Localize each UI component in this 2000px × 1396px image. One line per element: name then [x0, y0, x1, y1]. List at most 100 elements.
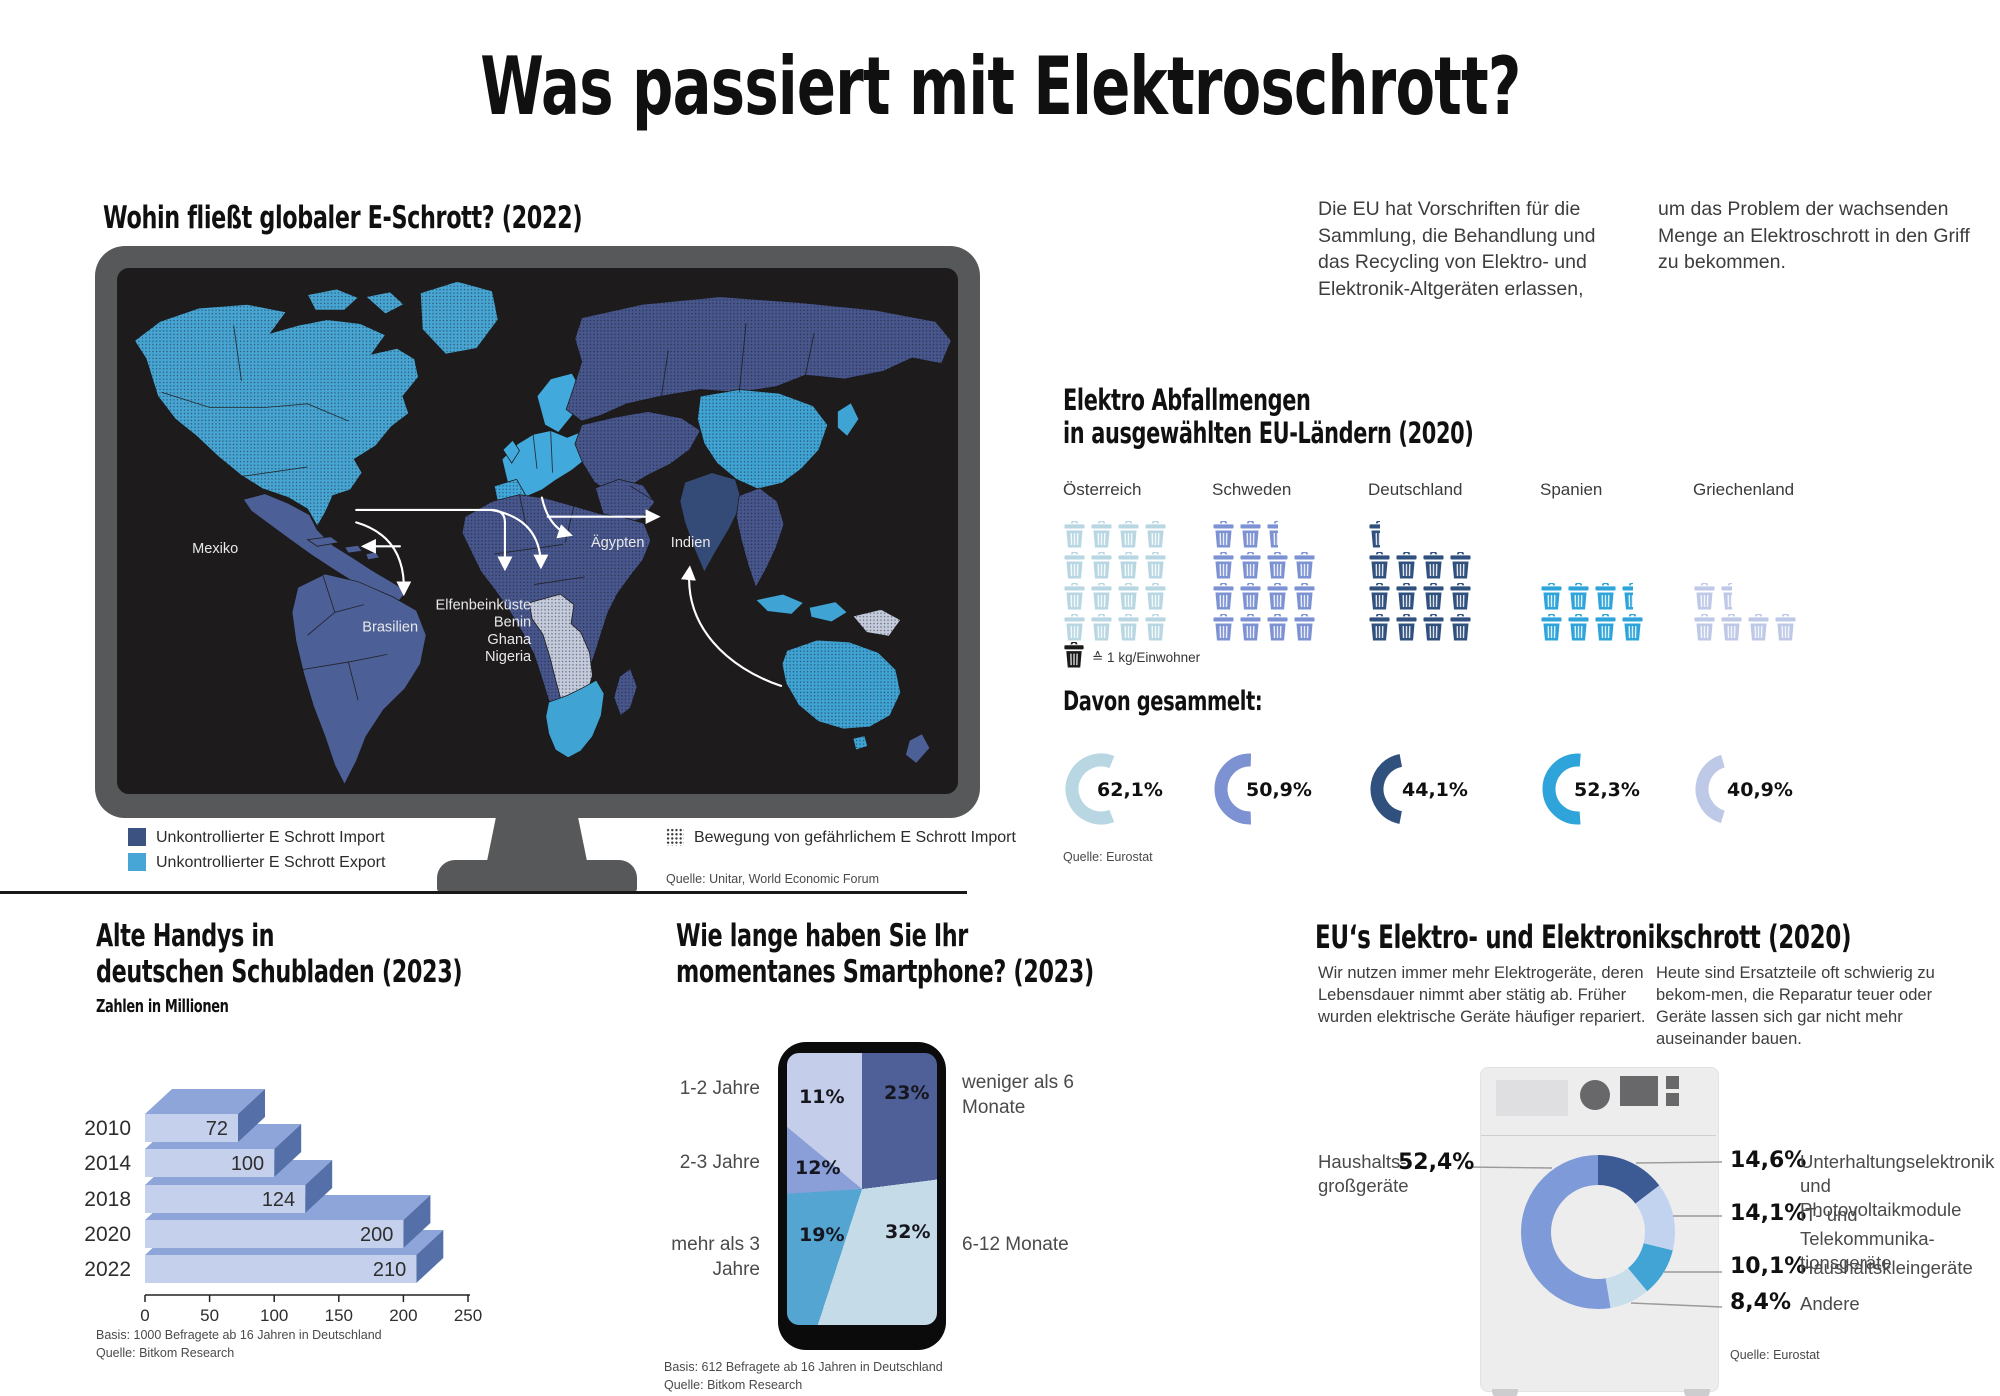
country-label: Schweden: [1212, 480, 1292, 499]
trash-bin-icon: [1369, 521, 1380, 548]
pie-pct-label: 23%: [884, 1082, 930, 1104]
collected-donut: 52,3%: [1540, 751, 1660, 827]
bin-column: [1063, 518, 1179, 645]
trash-bin-icon: [1568, 613, 1589, 641]
pie-label-weniger-6: weniger als 6 Monate: [962, 1072, 1074, 1118]
monitor-stand-neck: [486, 816, 588, 866]
import-legend-swatch: [128, 828, 146, 846]
donut-pct-14-1: 14,1%: [1730, 1201, 1807, 1226]
bar-value-label: 72: [206, 1118, 228, 1140]
trash-bin-icon: [1267, 582, 1288, 610]
axis-tick-label: 100: [260, 1306, 288, 1325]
flow-arrow: [490, 508, 549, 570]
bar-year-label: 2018: [84, 1188, 131, 1211]
hazard-legend-label: Bewegung von gefährlichem E Schrott Impo…: [694, 829, 1016, 846]
map-region: [365, 551, 381, 561]
smartphone-heading-line1: Wie lange haben Sie Ihr: [676, 918, 968, 954]
trash-bin-icon: [1213, 551, 1234, 579]
eu-donut-chart: [1521, 1155, 1675, 1309]
trash-bin-icon: [1396, 551, 1417, 579]
trash-bin-icon: [1423, 551, 1444, 579]
donut-pct-52-4: 52,4%: [1398, 1150, 1475, 1175]
trash-bin-icon: [1213, 520, 1234, 548]
map-region: [306, 536, 340, 547]
trash-bin-icon: [1091, 582, 1112, 610]
map-region: [837, 402, 860, 437]
country-label: Griechenland: [1693, 480, 1795, 499]
intro-col2: um das Problem der wachsenden Menge an E…: [1658, 198, 1970, 273]
collected-pct-label: 52,3%: [1574, 779, 1640, 801]
handys-source: Quelle: Bitkom Research: [96, 1346, 235, 1360]
flow-arrow: [355, 521, 412, 597]
trash-bin-icon: [1213, 582, 1234, 610]
trash-bin-icon: [1694, 582, 1715, 610]
trash-bin-icon: [1721, 613, 1742, 641]
trash-bin-icon: [1145, 582, 1166, 610]
waste-source: Quelle: Eurostat: [1063, 850, 1153, 864]
washer-foot: [1492, 1389, 1518, 1396]
handys-heading-line2: deutschen Schubladen (2023): [96, 954, 463, 990]
trash-bin-icon: [1240, 613, 1261, 641]
collected-donut: 44,1%: [1368, 751, 1488, 827]
collected-donut: 62,1%: [1063, 751, 1183, 827]
map-source: Quelle: Unitar, World Economic Forum: [666, 872, 880, 886]
donut-label-andere: Andere: [1800, 1293, 1860, 1314]
collected-donut: 40,9%: [1693, 751, 1813, 827]
bin-column: [1540, 518, 1656, 645]
map-region: [502, 439, 520, 464]
washer-drawer: [1496, 1080, 1568, 1116]
trash-bin-icon: [1240, 582, 1261, 610]
trash-bin-icon: [1118, 520, 1139, 548]
donut-label-unterhaltungselektronik: Unterhaltungselektronik und Photovoltaik…: [1800, 1151, 1995, 1220]
eu-col1: Wir nutzen immer mehr Elektrogeräte, der…: [1318, 964, 1646, 1026]
map-region: [291, 573, 427, 786]
donut-leader-lines: [1464, 1161, 1723, 1308]
axis-tick-label: 250: [454, 1306, 482, 1325]
export-legend-label: Unkontrollierter E Schrott Export: [156, 854, 386, 871]
washer-display-icon: [1620, 1076, 1658, 1106]
page-title: Was passiert mit Elektroschrott?: [479, 40, 1521, 133]
washer-button-icon: [1666, 1093, 1679, 1106]
map-region: [905, 733, 931, 764]
donut-pct-8-4: 8,4%: [1730, 1290, 1792, 1315]
trash-bin-icon: [1450, 613, 1471, 641]
eu-col2: Heute sind Ersatzteile oft schwierig zu …: [1656, 964, 1935, 1048]
trash-bin-icon: [1748, 613, 1769, 641]
donut-pct-10-1: 10,1%: [1730, 1254, 1807, 1279]
divider-line: [0, 891, 967, 894]
washing-machine: [1480, 1067, 1719, 1392]
pie-label-mehr-als-3: mehr als 3 Jahre: [671, 1234, 760, 1280]
monitor-stand-base: [437, 860, 637, 894]
trash-bin-icon: [1145, 520, 1166, 548]
pie-pct-label: 12%: [795, 1157, 841, 1179]
pie-label-2-3-jahre: 2-3 Jahre: [679, 1152, 760, 1173]
collected-pct-label: 62,1%: [1097, 779, 1163, 801]
trash-bin-icon: [1145, 551, 1166, 579]
map-country-label: Ghana: [487, 632, 532, 648]
world-map-svg: Mexiko Brasilien ElfenbeinküsteBeninGhanaN…: [133, 280, 952, 786]
map-country-label: Elfenbeinküste: [436, 598, 532, 614]
washer-button-icon: [1666, 1076, 1679, 1089]
trash-bin-icon: [1541, 582, 1562, 610]
trash-bin-icon: [1267, 551, 1288, 579]
trash-bin-icon: [1694, 613, 1715, 641]
country-label: Österreich: [1063, 480, 1142, 499]
trash-bin-icon: [1267, 613, 1288, 641]
trash-bin-icon: [1213, 613, 1234, 641]
washer-knob-icon: [1580, 1080, 1610, 1110]
trash-bin-icon: [1595, 582, 1616, 610]
trash-bin-icon: [1396, 613, 1417, 641]
import-legend-label: Unkontrollierter E Schrott Import: [156, 829, 385, 846]
trash-bin-icon: [1423, 613, 1444, 641]
collected-pct-label: 50,9%: [1246, 779, 1312, 801]
bar-value-label: 200: [360, 1224, 393, 1246]
handys-basis: Basis: 1000 Befragete ab 16 Jahren in De…: [96, 1328, 382, 1342]
waste-heading-line1: Elektro Abfallmengen: [1063, 383, 1311, 417]
washer-panel-line: [1481, 1135, 1716, 1136]
map-country-label: Nigeria: [485, 649, 532, 665]
export-legend-swatch: [128, 853, 146, 871]
trash-bin-icon: [1721, 583, 1732, 610]
trash-bin-icon: [1294, 582, 1315, 610]
trash-bin-icon: [1118, 613, 1139, 641]
